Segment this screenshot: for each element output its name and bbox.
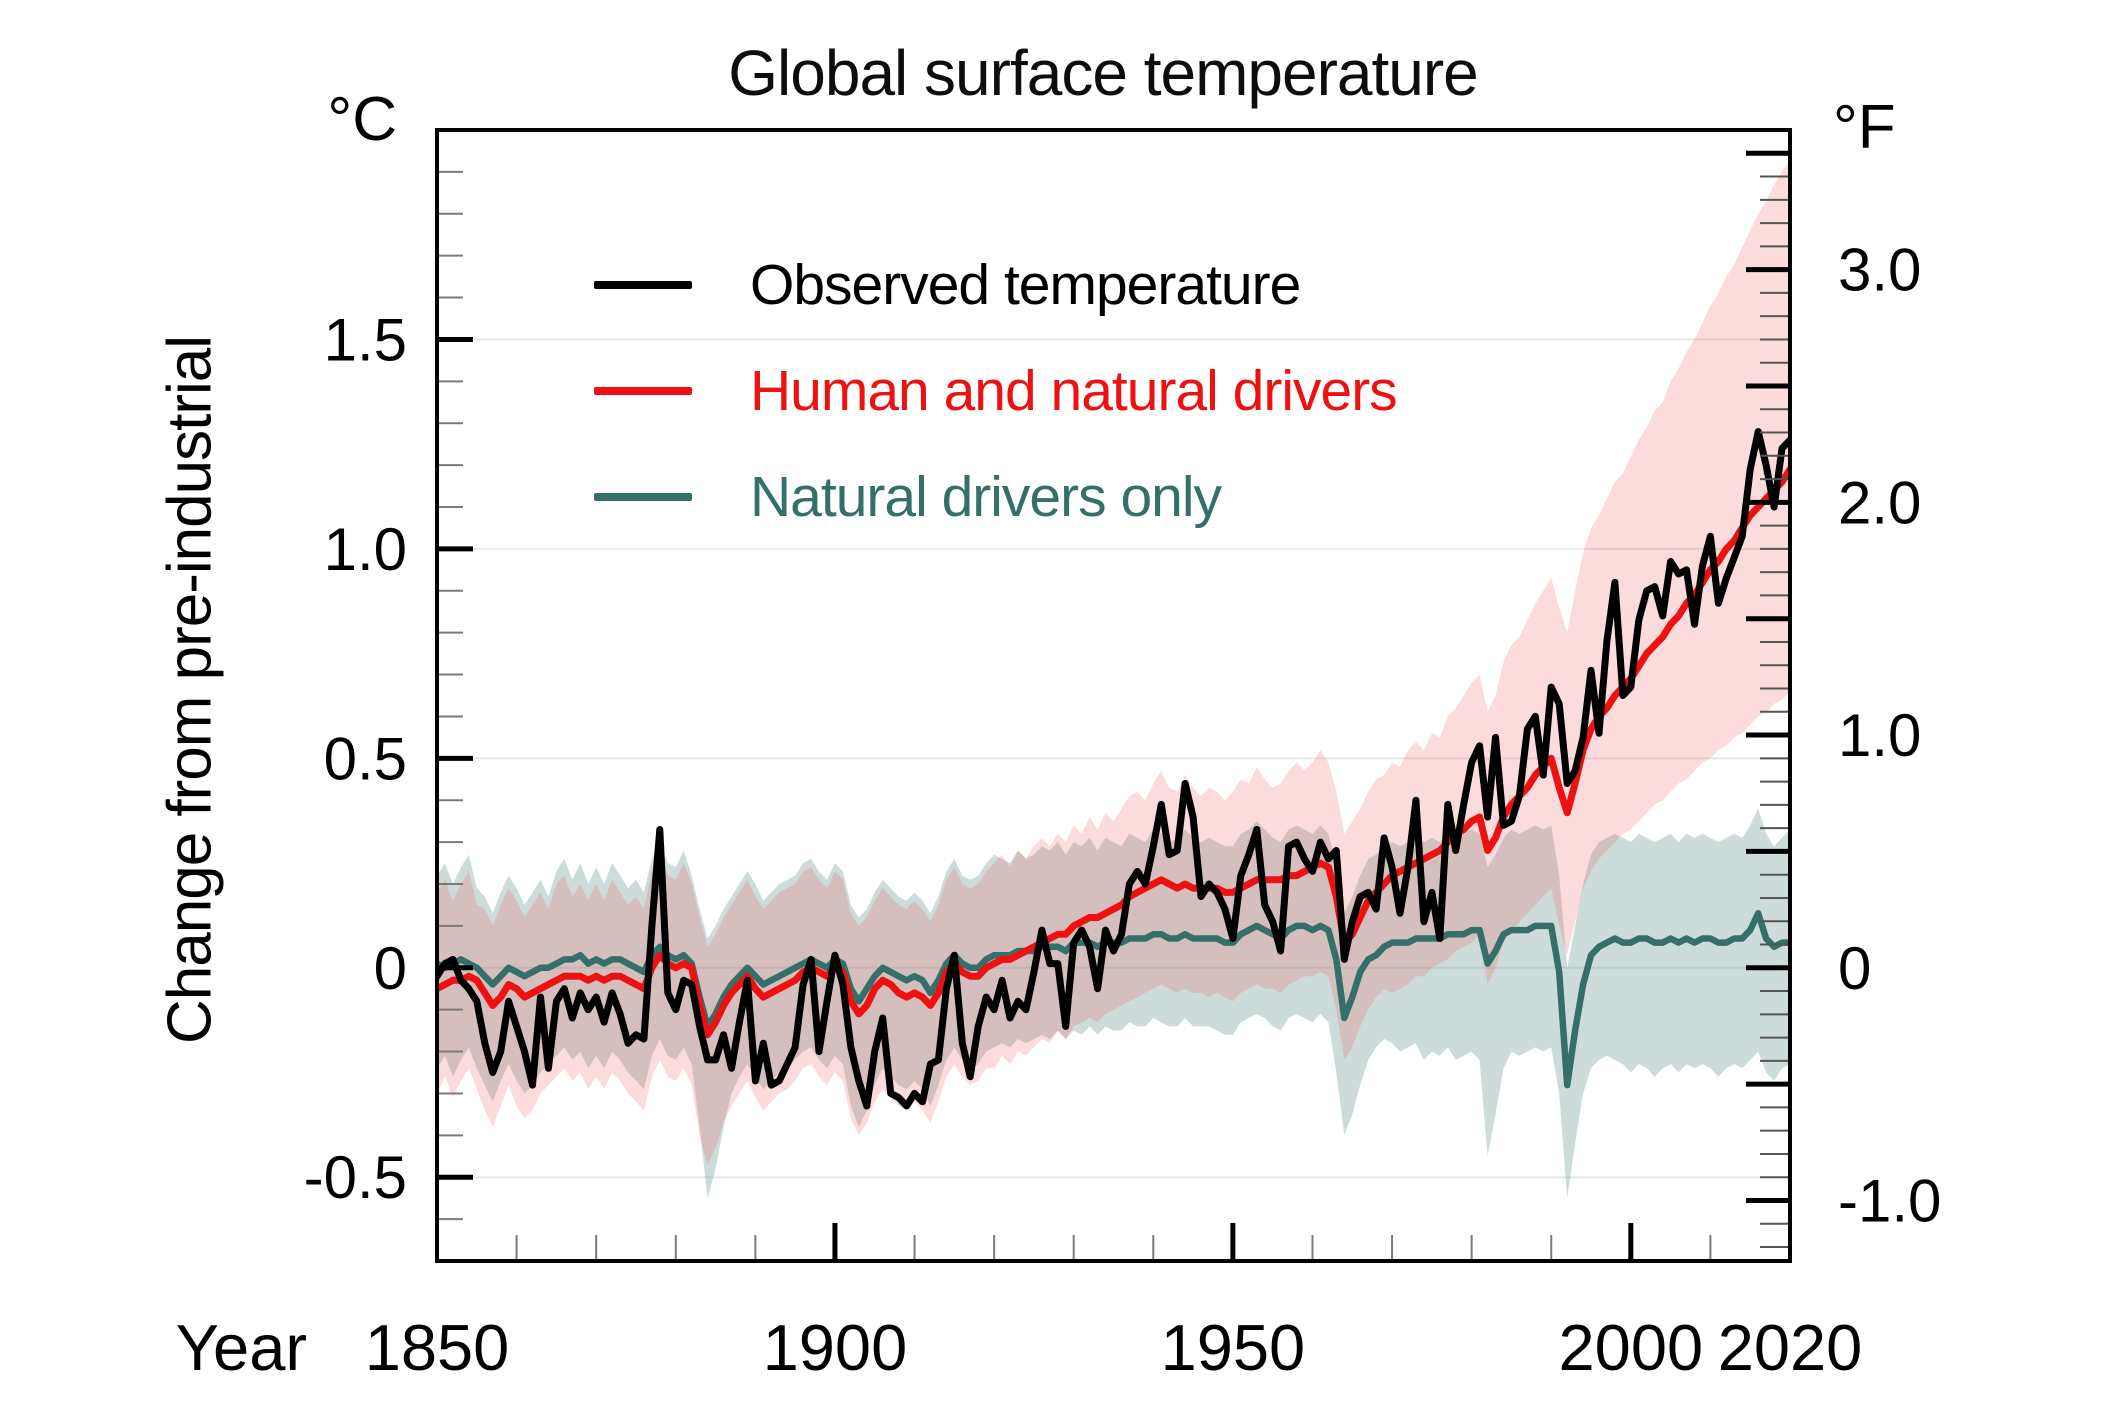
y-left-label-1.0: 1.0 — [324, 516, 407, 583]
legend-swatch-human-natural — [594, 387, 692, 395]
legend-item-human-natural: Human and natural drivers — [594, 356, 1398, 426]
celsius-unit-label: °C — [327, 85, 397, 154]
legend-item-natural-only: Natural drivers only — [594, 462, 1397, 532]
legend-swatch-natural-only — [594, 493, 692, 501]
y-left-label--0.5: -0.5 — [304, 1144, 407, 1211]
x-label-2000: 2000 — [1559, 1311, 1704, 1384]
x-label-1950: 1950 — [1161, 1311, 1306, 1384]
legend-label-natural-only: Natural drivers only — [750, 465, 1222, 529]
y-right-label-2.0: 2.0 — [1838, 469, 1921, 536]
y-left-label-1.5: 1.5 — [324, 306, 407, 373]
y-right-label-0: 0 — [1838, 935, 1871, 1002]
series-line-observed — [437, 428, 1790, 1110]
plot-border — [435, 128, 1792, 1263]
y-right-label--1.0: -1.0 — [1838, 1167, 1941, 1234]
y-axis-title: Change from pre-industrial — [155, 335, 225, 1045]
y-right-label-3.0: 3.0 — [1838, 237, 1921, 304]
band-human-natural — [437, 159, 1790, 1165]
y-left-label-0.5: 0.5 — [324, 725, 407, 792]
series-line-human-natural — [437, 465, 1790, 1039]
x-label-1850: 1850 — [365, 1311, 510, 1384]
x-label-2020: 2020 — [1718, 1311, 1863, 1384]
legend-label-human-natural: Human and natural drivers — [750, 359, 1398, 423]
y-left-label-0: 0 — [374, 935, 407, 1002]
x-label-1900: 1900 — [763, 1311, 908, 1384]
band-natural-only — [437, 808, 1790, 1199]
fahrenheit-unit-label: °F — [1833, 93, 1896, 162]
legend-swatch-observed — [594, 281, 692, 289]
legend: Observed temperature Human and natural d… — [594, 250, 1398, 568]
legend-label-observed: Observed temperature — [750, 253, 1301, 317]
x-axis-prefix-label: Year — [176, 1311, 307, 1384]
y-right-label-1.0: 1.0 — [1838, 702, 1921, 769]
legend-item-observed: Observed temperature — [594, 250, 1397, 320]
chart-title: Global surface temperature — [728, 37, 1478, 109]
